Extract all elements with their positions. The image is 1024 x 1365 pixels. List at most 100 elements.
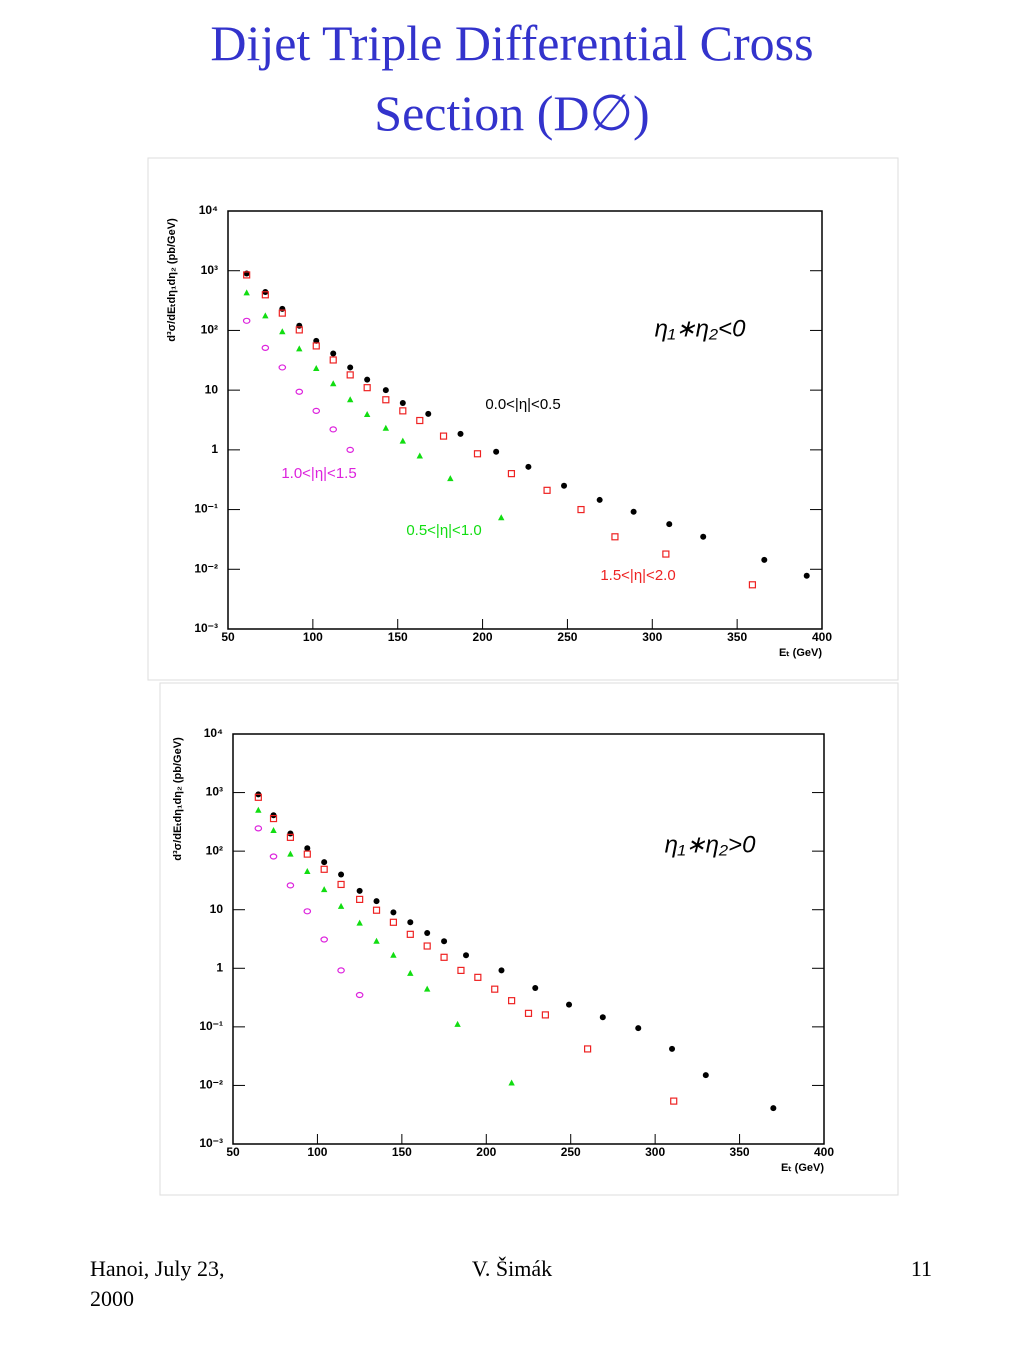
- point: [416, 452, 423, 459]
- point: [382, 396, 390, 404]
- point: [338, 871, 345, 878]
- point: [261, 291, 269, 299]
- point: [286, 882, 295, 889]
- point: [330, 350, 337, 357]
- point: [269, 814, 278, 823]
- point: [330, 380, 337, 387]
- point: [583, 1045, 592, 1053]
- point: [441, 938, 448, 945]
- point: [320, 936, 328, 943]
- point: [373, 937, 380, 944]
- annotation: η₁∗η₂>0: [665, 831, 756, 858]
- point: [447, 475, 454, 482]
- point: [255, 806, 262, 813]
- point: [596, 496, 603, 503]
- point: [356, 887, 363, 894]
- point: [407, 969, 414, 976]
- x-tick-label: 200: [473, 630, 493, 644]
- point: [286, 833, 295, 841]
- point: [700, 533, 707, 540]
- annotation: η₁∗η₂<0: [655, 315, 746, 342]
- point: [407, 919, 414, 926]
- point: [498, 514, 505, 521]
- chart-panel: [159, 682, 899, 1196]
- series-label: 0.0<|η|<0.5: [485, 396, 560, 413]
- point: [508, 1079, 515, 1086]
- point: [269, 853, 278, 860]
- point: [303, 908, 312, 915]
- x-tick-label: 50: [226, 1145, 240, 1159]
- point: [666, 521, 673, 528]
- point: [363, 411, 371, 418]
- x-tick-label: 150: [392, 1145, 412, 1159]
- point: [525, 463, 532, 470]
- point: [416, 416, 424, 425]
- y-tick-label: 10⁻²: [194, 561, 218, 575]
- point: [761, 556, 768, 563]
- point: [337, 967, 345, 974]
- point: [346, 396, 354, 403]
- point: [254, 825, 263, 832]
- point: [287, 830, 294, 837]
- point: [702, 1072, 709, 1079]
- point: [329, 426, 338, 433]
- point: [261, 344, 270, 351]
- point: [507, 470, 516, 478]
- point: [406, 930, 414, 938]
- x-tick-label: 50: [221, 630, 235, 644]
- point: [364, 376, 371, 383]
- point: [770, 1105, 777, 1112]
- point: [346, 446, 354, 453]
- point: [320, 886, 328, 893]
- point: [541, 1011, 549, 1019]
- point: [524, 1009, 533, 1017]
- plot-frame: [227, 210, 823, 630]
- point: [304, 867, 311, 874]
- point: [372, 906, 381, 914]
- point: [635, 1025, 642, 1032]
- plot-frame: [232, 733, 825, 1145]
- point: [399, 407, 407, 415]
- point: [296, 345, 303, 352]
- point: [296, 322, 303, 329]
- point: [337, 880, 345, 889]
- point: [279, 305, 286, 312]
- point: [313, 337, 320, 344]
- point: [630, 508, 637, 515]
- point: [382, 424, 390, 431]
- point: [599, 1014, 606, 1021]
- point: [439, 432, 448, 440]
- point: [270, 827, 277, 834]
- point: [399, 437, 407, 444]
- point: [423, 985, 431, 992]
- point: [423, 942, 431, 950]
- point: [425, 410, 432, 417]
- point: [312, 407, 321, 414]
- point: [347, 364, 354, 371]
- x-tick-label: 250: [561, 1145, 581, 1159]
- chart-panel: [147, 157, 899, 681]
- point: [803, 572, 810, 579]
- series-label: 1.0<|η|<1.5: [281, 465, 356, 482]
- x-tick-label: 300: [645, 1145, 665, 1159]
- x-axis-label: Eₜ (GeV): [781, 1162, 824, 1174]
- point: [543, 486, 551, 494]
- point: [312, 342, 320, 350]
- point: [577, 505, 585, 514]
- y-tick-label: 10⁻³: [199, 1136, 223, 1150]
- slide-title: Dijet Triple Differential Cross Section …: [210, 15, 814, 141]
- point: [329, 356, 337, 364]
- point: [355, 991, 364, 999]
- point: [457, 966, 465, 975]
- x-tick-label: 400: [814, 1145, 834, 1159]
- point: [279, 328, 286, 335]
- point: [303, 850, 311, 858]
- point: [304, 845, 311, 852]
- x-tick-label: 100: [307, 1145, 327, 1159]
- point: [399, 399, 406, 406]
- x-tick-label: 150: [388, 630, 408, 644]
- footer-left: Hanoi, July 23, 2000: [90, 1256, 225, 1311]
- y-axis-label: d³σ/dEₜdη₁dη₂ (pb/GeV): [172, 737, 184, 861]
- x-tick-label: 350: [730, 1145, 750, 1159]
